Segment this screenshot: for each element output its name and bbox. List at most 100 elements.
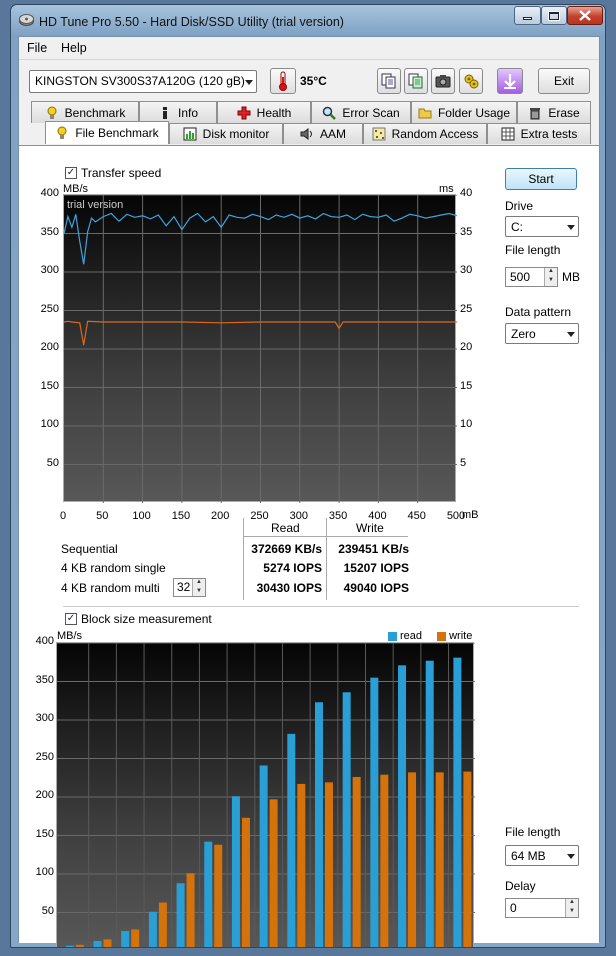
checkmark-icon: ✓	[65, 167, 77, 179]
spin-up-icon[interactable]: ▲	[565, 899, 578, 908]
magnifier-icon	[323, 106, 337, 120]
drive-letter-value: C:	[511, 220, 523, 234]
spin-down-icon[interactable]: ▼	[565, 908, 578, 917]
copy-green-icon	[408, 73, 423, 89]
tab-erase-label: Erase	[548, 105, 580, 120]
write-bar	[408, 772, 417, 947]
y-tick-label-left: 50	[46, 456, 59, 469]
random-grid-icon	[372, 127, 386, 141]
spin-up-icon[interactable]: ▲	[192, 579, 205, 588]
x-tick-label: 100	[132, 510, 151, 522]
folder-icon	[418, 108, 432, 118]
block-y-tick-label: 100	[35, 866, 54, 878]
data-pattern-select[interactable]: Zero	[505, 323, 579, 344]
transfer-speed-lines	[64, 195, 457, 503]
write-bar	[186, 873, 195, 947]
copy-all-button[interactable]	[404, 68, 428, 94]
exit-button[interactable]: Exit	[538, 68, 590, 94]
y-tick-label-left: 400	[40, 187, 59, 199]
menu-help[interactable]: Help	[61, 41, 87, 55]
write-bar	[103, 939, 112, 947]
minimize-button[interactable]	[514, 6, 541, 25]
access-time-line	[64, 320, 457, 346]
spin-down-icon[interactable]: ▼	[192, 587, 205, 596]
block-file-length-select[interactable]: 64 MB	[505, 845, 579, 866]
start-button[interactable]: Start	[505, 168, 577, 190]
x-tick-label: 450	[407, 510, 426, 522]
tab-aam[interactable]: AAM	[283, 123, 363, 144]
x-tick-label: 400	[368, 510, 387, 522]
file-length-spinner[interactable]: 500 ▲ ▼	[505, 267, 558, 287]
download-button[interactable]	[497, 68, 523, 94]
x-tick-label: 0	[59, 510, 67, 522]
copy-icon	[381, 73, 396, 89]
drive-label: Drive	[505, 199, 534, 213]
block-file-length-label: File length	[505, 825, 561, 839]
camera-icon	[435, 75, 451, 88]
transfer-speed-checkbox[interactable]: ✓ Transfer speed	[65, 166, 161, 180]
tab-info[interactable]: Info	[139, 101, 217, 123]
tab-health[interactable]: Health	[217, 101, 311, 123]
data-pattern-label: Data pattern	[505, 305, 572, 319]
drive-letter-select[interactable]: C:	[505, 216, 579, 237]
legend-read-label: read	[400, 630, 423, 642]
legend-write-swatch	[437, 631, 447, 641]
y-tick-label-left: 250	[40, 302, 59, 315]
tab-folder-usage[interactable]: Folder Usage	[411, 101, 517, 123]
screenshot-button[interactable]	[431, 68, 455, 94]
tab-disk-monitor[interactable]: Disk monitor	[169, 123, 283, 144]
y-tick-label-left: 100	[40, 418, 59, 430]
speaker-icon	[300, 128, 312, 140]
results-col-write: Write	[356, 521, 384, 535]
block-size-checkbox[interactable]: ✓ Block size measurement	[65, 612, 212, 626]
temperature-button[interactable]	[270, 68, 296, 94]
y-tick-label-right: 5	[460, 456, 467, 469]
disk-icon	[19, 14, 34, 26]
drive-select-value: KINGSTON SV300S37A120G (120 gB)	[35, 74, 245, 88]
maximize-button[interactable]	[541, 6, 567, 25]
tab-benchmark[interactable]: Benchmark	[31, 101, 139, 123]
read-bar	[176, 883, 185, 947]
spin-down-icon[interactable]: ▼	[544, 277, 557, 286]
y-tick-label-right: 20	[460, 341, 473, 353]
spin-up-icon[interactable]: ▲	[544, 268, 557, 277]
write-bar	[131, 929, 140, 947]
tab-error-scan-label: Error Scan	[342, 105, 400, 120]
tab-health-label: Health	[256, 105, 292, 120]
write-bar	[352, 776, 361, 947]
write-bar	[158, 902, 167, 947]
options-button[interactable]	[459, 68, 483, 94]
x-tick-label: 500	[446, 510, 466, 522]
tab-erase[interactable]: Erase	[517, 101, 591, 123]
tab-error-scan[interactable]: Error Scan	[311, 101, 411, 123]
trial-watermark: trial version	[67, 199, 124, 211]
menu-file[interactable]: File	[27, 41, 48, 55]
write-bar	[380, 774, 389, 947]
drive-select[interactable]: KINGSTON SV300S37A120G (120 gB)	[29, 70, 257, 93]
queue-depth-spinner[interactable]: 32 ▲ ▼	[173, 578, 206, 597]
write-bar	[214, 844, 223, 947]
row-4k-multi-read: 30430 IOPS	[256, 581, 322, 595]
copy-text-button[interactable]	[377, 68, 401, 94]
write-bar	[297, 783, 306, 947]
menu-bar: File Help	[19, 37, 599, 59]
row-4k-multi-label: 4 KB random multi	[61, 581, 160, 595]
checkmark-icon: ✓	[65, 613, 77, 625]
tab-extra-tests[interactable]: Extra tests	[487, 123, 591, 144]
tab-random-access[interactable]: Random Access	[363, 123, 487, 144]
read-bar	[370, 677, 379, 947]
monitor-chart-icon	[183, 127, 197, 141]
close-button[interactable]	[567, 6, 603, 25]
title-bar[interactable]: HD Tune Pro 5.50 - Hard Disk/SSD Utility…	[11, 5, 605, 35]
tab-file-benchmark[interactable]: File Benchmark	[45, 121, 169, 144]
block-size-label: Block size measurement	[81, 612, 212, 626]
block-size-bars	[57, 643, 475, 947]
tab-disk-monitor-label: Disk monitor	[202, 127, 270, 141]
trash-icon	[530, 107, 541, 119]
delay-value: 0	[510, 901, 517, 915]
delay-spinner[interactable]: 0 ▲ ▼	[505, 898, 579, 918]
results-col-read: Read	[271, 521, 300, 535]
window-title: HD Tune Pro 5.50 - Hard Disk/SSD Utility…	[39, 15, 344, 29]
info-icon	[162, 106, 167, 119]
block-y-tick-label: 50	[41, 904, 54, 917]
